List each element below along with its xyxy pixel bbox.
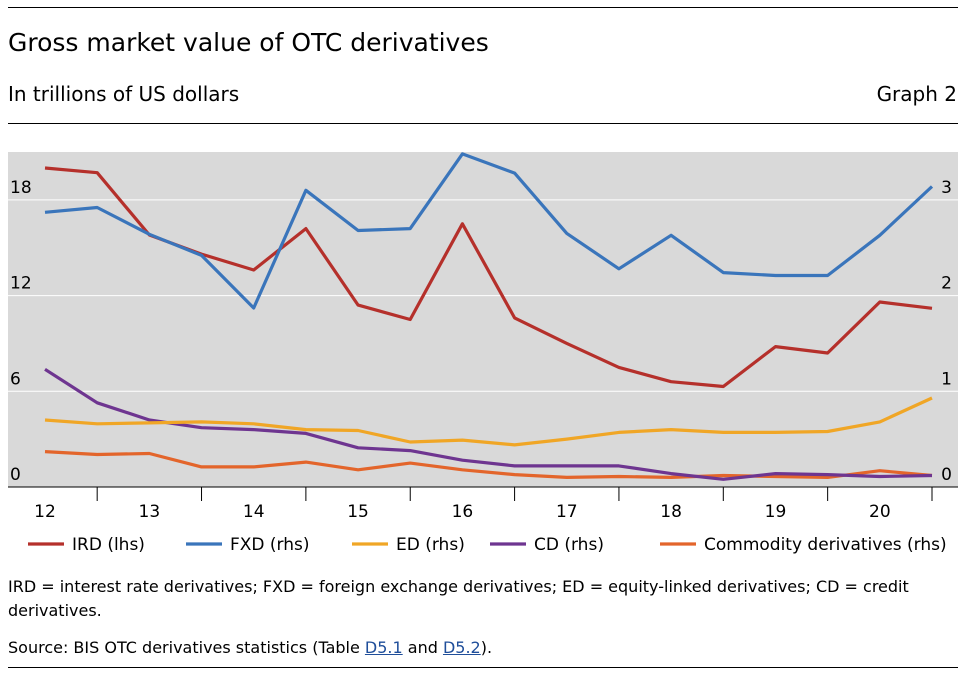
y-right-tick-label: 0	[941, 465, 952, 485]
gridlines	[8, 199, 958, 392]
y-left-tick-label: 18	[10, 178, 32, 198]
legend: IRD (lhs) FXD (rhs) ED (rhs) CD (rhs) Commod…	[28, 535, 947, 555]
chart-subtitle: In trillions of US dollars	[8, 82, 240, 106]
legend-label: ED (rhs)	[396, 535, 465, 555]
plot-area	[8, 152, 958, 487]
y-axis-left: 0 6 12 18	[10, 178, 32, 485]
x-tick-label: 12	[34, 502, 56, 522]
header-rule	[8, 123, 958, 124]
y-axis-right: 0 1 2 3	[941, 178, 952, 485]
y-left-tick-label: 0	[10, 465, 21, 485]
series-line-cd-rhs	[44, 367, 933, 481]
chart-title: Gross market value of OTC derivatives	[8, 28, 489, 57]
y-left-tick-label: 12	[10, 274, 32, 294]
source-suffix: ).	[480, 638, 493, 657]
table-d52-link[interactable]: D5.2	[442, 638, 481, 657]
x-tick-label: 20	[869, 502, 891, 522]
table-d51-link[interactable]: D5.1	[364, 638, 403, 657]
x-tick-label: 18	[660, 502, 682, 522]
y-left-tick-label: 6	[10, 369, 21, 389]
plot-background	[8, 152, 958, 487]
source-and: and	[402, 638, 443, 657]
x-tick-label: 15	[347, 502, 369, 522]
footnote: IRD = interest rate derivatives; FXD = f…	[8, 577, 909, 620]
x-tick-label: 17	[556, 502, 578, 522]
x-tick-label: 16	[452, 502, 474, 522]
series-line-commodity-derivatives-rhs	[44, 450, 933, 479]
series-line-ed-rhs	[44, 396, 933, 447]
source-prefix: Source: BIS OTC derivatives statistics (…	[8, 638, 365, 657]
source-line: Source: BIS OTC derivatives statistics (…	[8, 638, 492, 658]
y-right-tick-label: 1	[941, 369, 952, 389]
bottom-rule	[8, 667, 958, 668]
legend-label: FXD (rhs)	[230, 535, 310, 555]
series-lines	[44, 152, 934, 481]
legend-label: CD (rhs)	[534, 535, 604, 555]
x-axis: 12 13 14 15 16 17 18 19 20	[8, 486, 958, 522]
y-right-tick-label: 2	[941, 274, 952, 294]
x-tick-label: 13	[139, 502, 161, 522]
graph-number: Graph 2	[876, 82, 957, 106]
y-right-tick-label: 3	[941, 178, 952, 198]
series-line-fxd-rhs	[44, 152, 934, 310]
x-tick-label: 14	[243, 502, 265, 522]
top-rule	[8, 7, 958, 8]
x-tick-label: 19	[765, 502, 787, 522]
legend-label: IRD (lhs)	[72, 535, 145, 555]
legend-label: Commodity derivatives (rhs)	[704, 535, 947, 555]
